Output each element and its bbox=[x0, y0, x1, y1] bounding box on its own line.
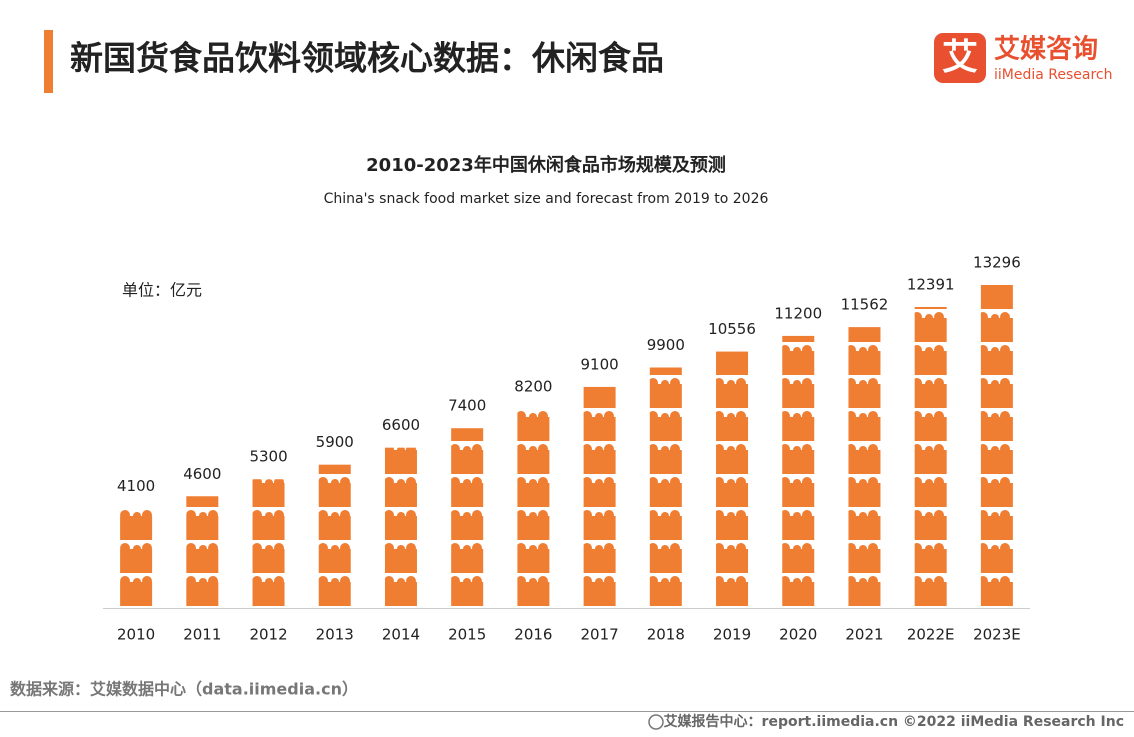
value-label: 6600 bbox=[382, 416, 420, 434]
bar bbox=[517, 408, 550, 608]
x-tick-label: 2012 bbox=[249, 626, 287, 644]
bar bbox=[649, 367, 682, 608]
x-tick-label: 2010 bbox=[117, 626, 155, 644]
bar bbox=[120, 508, 153, 608]
bar bbox=[451, 428, 484, 608]
bar bbox=[384, 447, 417, 608]
logo-mark: 艾 bbox=[942, 37, 978, 78]
bar bbox=[583, 386, 616, 608]
x-tick-label: 2020 bbox=[779, 626, 817, 644]
chart-subtitle: China's snack food market size and forec… bbox=[324, 191, 769, 207]
x-tick-label: 2018 bbox=[647, 626, 685, 644]
bar bbox=[914, 306, 947, 608]
unit-label: 单位：亿元 bbox=[122, 281, 202, 300]
logo-box bbox=[934, 33, 986, 83]
value-label: 11200 bbox=[774, 304, 822, 322]
bar bbox=[980, 285, 1013, 608]
value-label: 7400 bbox=[448, 397, 486, 415]
x-tick-label: 2023E bbox=[973, 626, 1021, 644]
x-tick-label: 2014 bbox=[382, 626, 420, 644]
logo-name: 艾媒咨询 bbox=[994, 34, 1098, 65]
x-tick-label: 2021 bbox=[845, 626, 883, 644]
value-label: 9100 bbox=[581, 355, 619, 373]
x-tick-label: 2017 bbox=[581, 626, 619, 644]
bar bbox=[318, 464, 351, 608]
bar bbox=[186, 496, 219, 608]
value-label: 5300 bbox=[249, 448, 287, 466]
bar bbox=[252, 479, 285, 608]
logo-name-en: iiMedia Research bbox=[994, 67, 1113, 83]
x-tick-label: 2013 bbox=[316, 626, 354, 644]
value-label: 8200 bbox=[514, 377, 552, 395]
page-title: 新国货食品饮料领域核心数据：休闲食品 bbox=[70, 39, 664, 78]
bar bbox=[716, 351, 749, 608]
title-accent bbox=[44, 30, 53, 93]
footer: 艾媒报告中心：report.iimedia.cn ©2022 iiMedia R… bbox=[664, 713, 1124, 730]
value-label: 9900 bbox=[647, 336, 685, 354]
x-tick-label: 2019 bbox=[713, 626, 751, 644]
x-tick-label: 2011 bbox=[183, 626, 221, 644]
value-label: 11562 bbox=[841, 296, 889, 314]
x-tick-label: 2015 bbox=[448, 626, 486, 644]
value-label: 10556 bbox=[708, 320, 756, 338]
value-label: 13296 bbox=[973, 254, 1021, 272]
chart-title: 2010-2023年中国休闲食品市场规模及预测 bbox=[366, 154, 726, 176]
source: 数据来源：艾媒数据中心（data.iimedia.cn） bbox=[10, 680, 358, 699]
value-label: 5900 bbox=[316, 433, 354, 451]
value-label: 4600 bbox=[183, 465, 221, 483]
value-label: 12391 bbox=[907, 275, 955, 293]
bar bbox=[848, 327, 881, 608]
value-label: 4100 bbox=[117, 477, 155, 495]
footer-globe bbox=[648, 714, 664, 730]
x-tick-label: 2022E bbox=[907, 626, 955, 644]
bar bbox=[782, 335, 815, 608]
x-tick-label: 2016 bbox=[514, 626, 552, 644]
